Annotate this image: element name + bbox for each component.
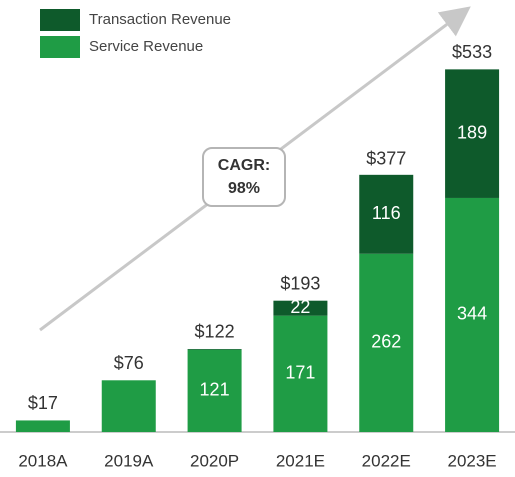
segment-label: 262: [371, 332, 401, 352]
annotation-line: 98%: [228, 180, 260, 197]
annotation-line: CAGR:: [218, 157, 270, 174]
total-label: $76: [114, 353, 144, 373]
x-tick-label: 2020P: [190, 451, 239, 470]
legend-swatch: [40, 36, 80, 58]
segment-label: 344: [457, 304, 487, 324]
segment-label: 22: [290, 297, 310, 317]
legend-swatch: [40, 9, 80, 31]
bar-segment: [359, 253, 414, 432]
bar-segment: [101, 380, 156, 432]
total-label: $193: [280, 273, 320, 293]
annotation-box: [202, 147, 286, 207]
bar-segment: [445, 197, 500, 432]
bar-segment: [359, 174, 414, 254]
x-tick-label: 2019A: [104, 451, 154, 470]
legend-label: Service Revenue: [89, 38, 203, 55]
x-tick-label: 2018A: [18, 451, 68, 470]
bar-segment: [187, 349, 242, 432]
bar-segment: [187, 348, 242, 350]
total-label: $533: [452, 42, 492, 62]
segment-label: 171: [285, 363, 315, 383]
total-label: $377: [366, 148, 406, 168]
total-label: $17: [28, 393, 58, 413]
bar-segment: [15, 420, 70, 432]
segment-label: 116: [372, 203, 401, 223]
total-label: $122: [195, 322, 235, 342]
bar-segment: [273, 315, 328, 432]
bar-segment: [445, 69, 500, 198]
x-tick-label: 2021E: [276, 451, 325, 470]
x-tick-label: 2022E: [362, 451, 411, 470]
x-tick-label: 2023E: [447, 451, 496, 470]
legend-label: Transaction Revenue: [89, 11, 231, 28]
segment-label: 189: [457, 122, 487, 142]
bar-segment: [273, 300, 328, 316]
segment-label: 121: [200, 380, 230, 400]
